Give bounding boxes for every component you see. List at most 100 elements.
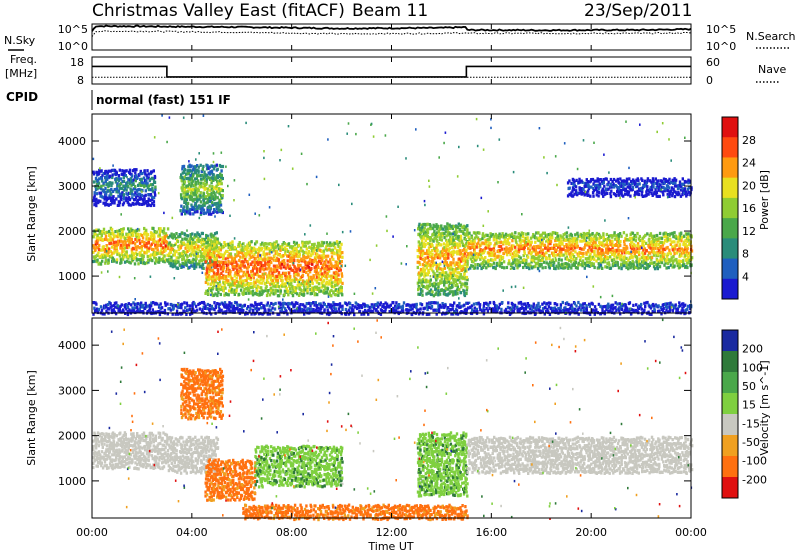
heatmap-cell: [542, 236, 546, 241]
heatmap-cell: [223, 284, 226, 288]
heatmap-cell: [237, 281, 240, 285]
heatmap-cell: [231, 262, 234, 266]
heatmap-cell: [230, 260, 233, 264]
heatmap-cell: [329, 248, 332, 252]
heatmap-cell: [516, 250, 519, 254]
heatmap-cell: [92, 250, 95, 254]
heatmap-cell: [143, 306, 147, 311]
heatmap-cell: [151, 183, 155, 187]
heatmap-cell: [121, 257, 125, 261]
heatmap-cell: [182, 255, 185, 260]
heatmap-cell: [521, 260, 525, 264]
heatmap-cell: [446, 248, 449, 252]
heatmap-cell: [270, 260, 273, 265]
heatmap-cell: [240, 248, 244, 252]
heatmap-cell: [172, 253, 175, 257]
heatmap-cell: [187, 245, 190, 249]
heatmap-cell: [509, 249, 512, 253]
heatmap-cell: [638, 238, 642, 243]
heatmap-cell: [193, 183, 196, 187]
heatmap-cell: [607, 261, 610, 265]
heatmap-cell: [126, 246, 129, 250]
heatmap-cell: [439, 281, 442, 285]
heatmap-cell: [137, 228, 141, 232]
heatmap-cell: [237, 292, 241, 296]
heatmap-cell: [444, 276, 448, 280]
heatmap-cell: [140, 301, 143, 305]
heatmap-cell: [588, 260, 591, 264]
heatmap-cell: [520, 245, 523, 249]
heatmap-cell: [239, 260, 243, 264]
heatmap-cell: [207, 212, 211, 216]
heatmap-cell: [117, 241, 120, 245]
heatmap-cell: [684, 232, 688, 236]
heatmap-cell: [612, 177, 616, 182]
heatmap-cell: [561, 262, 564, 266]
heatmap-cell: [287, 242, 291, 246]
heatmap-cell: [329, 241, 332, 245]
heatmap-cell: [630, 264, 633, 268]
heatmap-cell: [215, 205, 218, 209]
heatmap-cell: [190, 252, 193, 256]
heatmap-cell: [229, 283, 232, 287]
heatmap-cell: [630, 182, 633, 186]
heatmap-cell: [145, 304, 148, 308]
heatmap-cell: [212, 277, 215, 281]
heatmap-cell: [638, 189, 641, 193]
heatmap-cell: [480, 262, 483, 266]
heatmap-cell: [460, 285, 463, 289]
heatmap-cell: [325, 277, 328, 281]
heatmap-cell: [161, 251, 164, 255]
heatmap-cell: [148, 307, 151, 311]
heatmap-cell: [605, 247, 608, 251]
heatmap-cell: [185, 198, 189, 202]
heatmap-cell: [294, 272, 297, 277]
heatmap-cell: [461, 264, 465, 268]
heatmap-cell: [151, 259, 154, 263]
heatmap-cell: [655, 254, 658, 258]
heatmap-cell: [98, 171, 101, 175]
heatmap-cell: [105, 244, 108, 248]
heatmap-cell: [464, 267, 467, 271]
heatmap-cell: [582, 191, 585, 195]
heatmap-cell: [115, 171, 118, 175]
heatmap-cell: [558, 240, 561, 245]
heatmap-cell: [322, 249, 326, 253]
heatmap-cell: [236, 268, 239, 272]
heatmap-cell: [552, 251, 555, 255]
heatmap-cell: [585, 191, 588, 195]
heatmap-cell: [158, 303, 161, 308]
heatmap-cell: [297, 293, 301, 297]
heatmap-cell: [106, 196, 109, 200]
heatmap-cell: [257, 259, 260, 263]
heatmap-cell: [122, 188, 126, 192]
heatmap-cell: [284, 252, 287, 256]
heatmap-cell: [632, 264, 636, 268]
heatmap-cell: [310, 288, 313, 292]
heatmap-cell: [118, 306, 121, 311]
heatmap-cell: [459, 234, 463, 238]
heatmap-cell: [284, 249, 287, 253]
heatmap-cell: [206, 187, 210, 191]
heatmap-cell: [298, 252, 301, 257]
heatmap-cell: [339, 251, 342, 256]
heatmap-cell: [638, 182, 641, 186]
heatmap-cell: [431, 226, 435, 230]
heatmap-cell: [645, 241, 648, 245]
heatmap-cell: [125, 303, 129, 307]
heatmap-cell: [188, 237, 191, 241]
heatmap-cell: [264, 286, 267, 290]
heatmap-cell: [568, 234, 571, 238]
heatmap-cell: [682, 248, 685, 252]
heatmap-cell: [293, 274, 296, 278]
heatmap-cell: [445, 234, 448, 238]
heatmap-cell: [327, 269, 331, 273]
heatmap-cell: [606, 183, 610, 187]
heatmap-cell: [427, 237, 430, 241]
heatmap-cell: [602, 244, 605, 248]
heatmap-cell: [102, 181, 105, 185]
heatmap-cell: [518, 255, 521, 259]
heatmap-cell: [113, 199, 116, 203]
heatmap-cell: [183, 190, 187, 195]
